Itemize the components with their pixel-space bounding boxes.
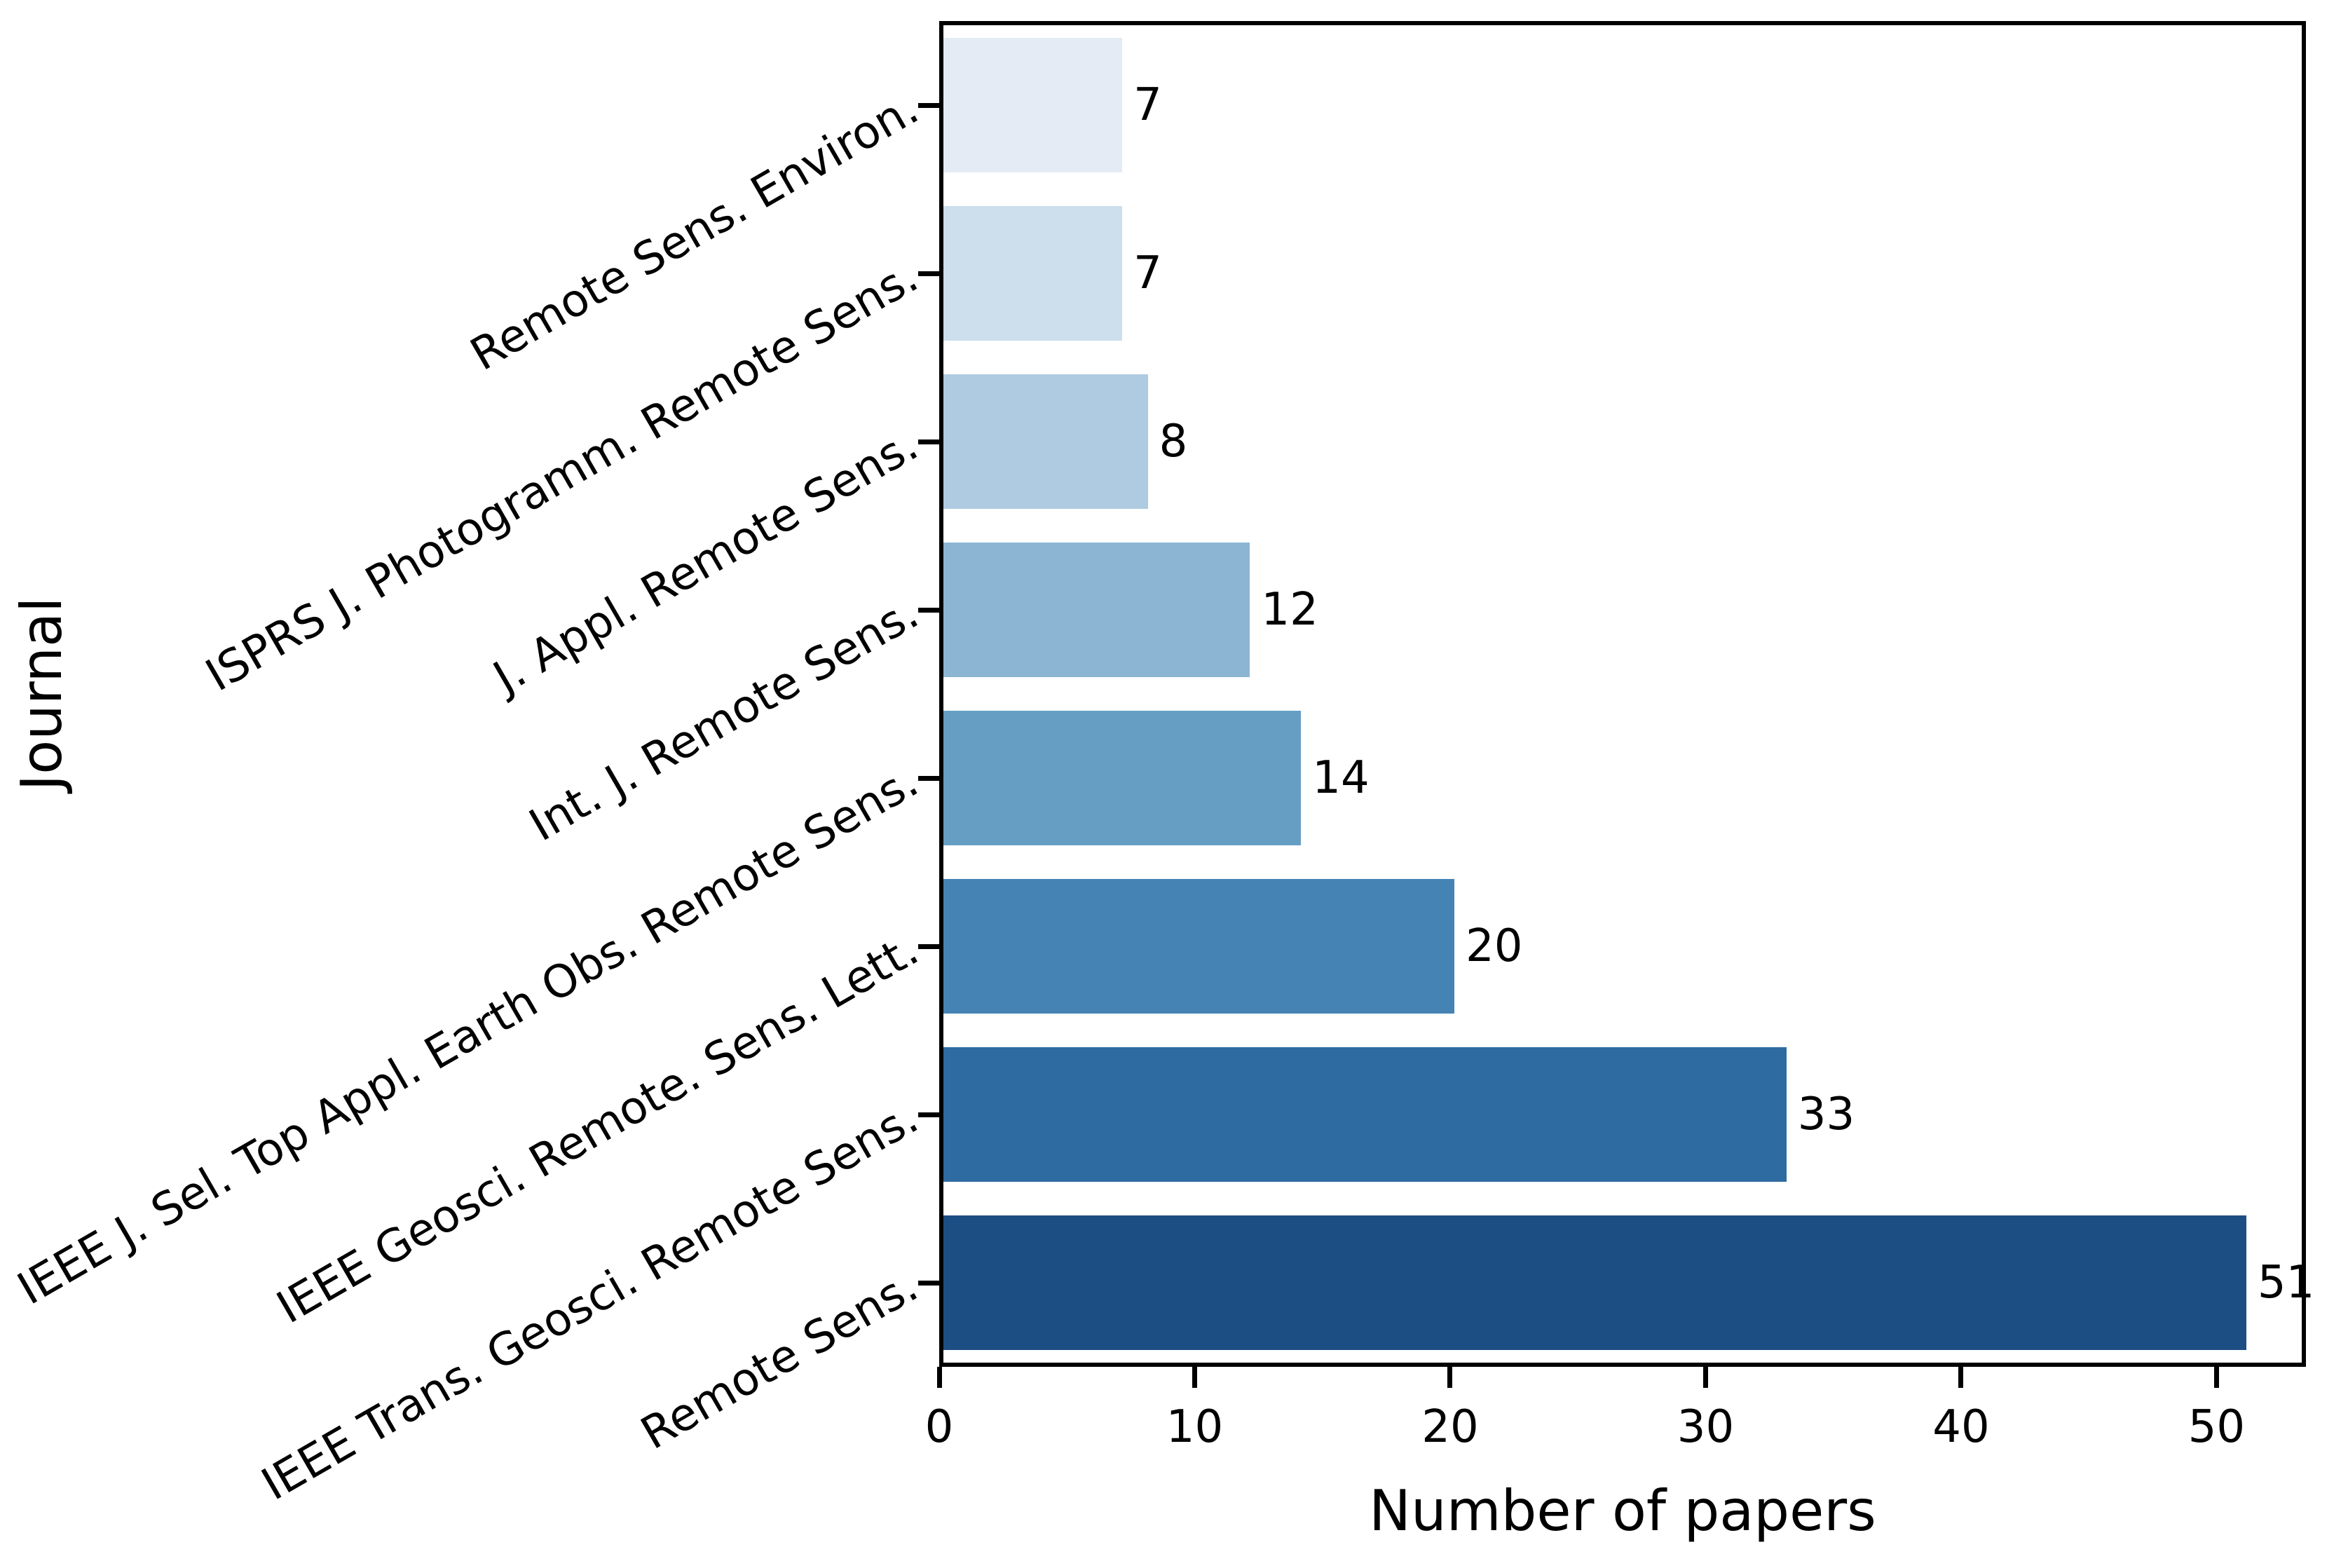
bar-value-label: 14 <box>1312 752 1370 804</box>
bar-value-label: 8 <box>1159 416 1188 468</box>
y-axis-label: Journal <box>9 596 74 791</box>
y-tick-mark <box>918 271 939 276</box>
x-tick-mark <box>1702 1367 1708 1388</box>
x-tick-label: 40 <box>1932 1401 1990 1453</box>
bar-value-label: 33 <box>1797 1089 1855 1140</box>
bar <box>943 543 1250 677</box>
bar <box>943 879 1454 1014</box>
bar-value-label: 20 <box>1465 920 1523 972</box>
y-tick-mark <box>918 1112 939 1117</box>
x-tick-mark <box>1958 1367 1964 1388</box>
y-tick-mark <box>918 943 939 949</box>
x-tick-label: 30 <box>1677 1401 1735 1453</box>
bar-value-label: 7 <box>1133 247 1162 299</box>
x-tick-mark <box>1447 1367 1453 1388</box>
x-tick-label: 10 <box>1166 1401 1224 1453</box>
x-tick-label: 0 <box>924 1401 954 1453</box>
bar <box>943 206 1123 341</box>
plot-area <box>939 21 2306 1367</box>
bar <box>943 38 1123 172</box>
y-tick-mark <box>918 439 939 444</box>
y-tick-mark <box>918 1280 939 1286</box>
bar-value-label: 7 <box>1133 79 1162 131</box>
x-tick-label: 50 <box>2187 1401 2246 1453</box>
bar <box>943 711 1302 845</box>
y-tick-label: Remote Sens. <box>633 1260 927 1460</box>
x-axis-label: Number of papers <box>1369 1478 1876 1543</box>
bar-value-label: 12 <box>1261 584 1318 636</box>
y-tick-mark <box>918 102 939 108</box>
y-tick-mark <box>918 607 939 613</box>
x-tick-mark <box>2213 1367 2219 1388</box>
bar <box>943 1047 1787 1182</box>
y-tick-mark <box>918 775 939 781</box>
x-tick-mark <box>936 1367 942 1388</box>
bar <box>943 1215 2246 1350</box>
x-tick-label: 20 <box>1421 1401 1479 1453</box>
bar-value-label: 51 <box>2257 1257 2315 1309</box>
bar <box>943 374 1148 509</box>
x-tick-mark <box>1192 1367 1197 1388</box>
